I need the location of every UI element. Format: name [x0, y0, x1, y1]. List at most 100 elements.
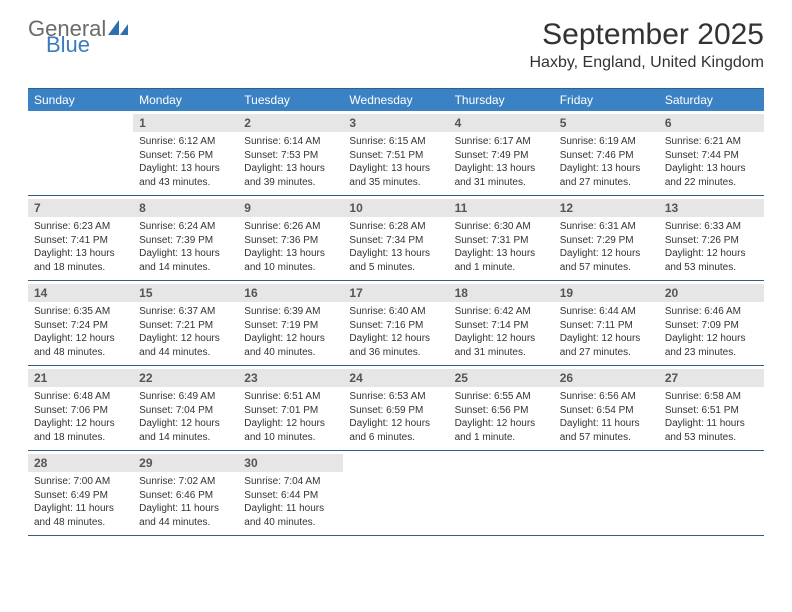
- day-cell: 26Sunrise: 6:56 AMSunset: 6:54 PMDayligh…: [554, 366, 659, 450]
- day-sunset: Sunset: 7:14 PM: [455, 319, 548, 333]
- title-block: September 2025 Haxby, England, United Ki…: [529, 18, 764, 72]
- day-number: 13: [659, 199, 764, 217]
- day-sunset: Sunset: 7:19 PM: [244, 319, 337, 333]
- day-daylight: Daylight: 12 hours and 31 minutes.: [455, 332, 548, 359]
- day-number: 29: [133, 454, 238, 472]
- day-cell: 22Sunrise: 6:49 AMSunset: 7:04 PMDayligh…: [133, 366, 238, 450]
- day-number: 11: [449, 199, 554, 217]
- day-cell: [343, 451, 448, 535]
- day-cell: 11Sunrise: 6:30 AMSunset: 7:31 PMDayligh…: [449, 196, 554, 280]
- day-sunrise: Sunrise: 6:35 AM: [34, 305, 127, 319]
- day-sunrise: Sunrise: 6:26 AM: [244, 220, 337, 234]
- day-number: 5: [554, 114, 659, 132]
- day-cell: 17Sunrise: 6:40 AMSunset: 7:16 PMDayligh…: [343, 281, 448, 365]
- day-number: 23: [238, 369, 343, 387]
- day-cell: 14Sunrise: 6:35 AMSunset: 7:24 PMDayligh…: [28, 281, 133, 365]
- day-number: 26: [554, 369, 659, 387]
- day-sunrise: Sunrise: 6:49 AM: [139, 390, 232, 404]
- week-row: 14Sunrise: 6:35 AMSunset: 7:24 PMDayligh…: [28, 281, 764, 366]
- day-sunset: Sunset: 7:34 PM: [349, 234, 442, 248]
- day-cell: [659, 451, 764, 535]
- day-cell: 19Sunrise: 6:44 AMSunset: 7:11 PMDayligh…: [554, 281, 659, 365]
- day-sunrise: Sunrise: 6:46 AM: [665, 305, 758, 319]
- day-sunrise: Sunrise: 6:23 AM: [34, 220, 127, 234]
- day-cell: 5Sunrise: 6:19 AMSunset: 7:46 PMDaylight…: [554, 111, 659, 195]
- day-daylight: Daylight: 13 hours and 10 minutes.: [244, 247, 337, 274]
- day-sunset: Sunset: 7:41 PM: [34, 234, 127, 248]
- day-daylight: Daylight: 12 hours and 40 minutes.: [244, 332, 337, 359]
- week-row: 21Sunrise: 6:48 AMSunset: 7:06 PMDayligh…: [28, 366, 764, 451]
- day-daylight: Daylight: 13 hours and 18 minutes.: [34, 247, 127, 274]
- day-number: 10: [343, 199, 448, 217]
- day-daylight: Daylight: 13 hours and 14 minutes.: [139, 247, 232, 274]
- dow-wednesday: Wednesday: [343, 89, 448, 111]
- day-daylight: Daylight: 13 hours and 43 minutes.: [139, 162, 232, 189]
- day-number: 9: [238, 199, 343, 217]
- day-sunrise: Sunrise: 6:53 AM: [349, 390, 442, 404]
- day-sunset: Sunset: 7:56 PM: [139, 149, 232, 163]
- day-cell: 21Sunrise: 6:48 AMSunset: 7:06 PMDayligh…: [28, 366, 133, 450]
- day-sunrise: Sunrise: 6:51 AM: [244, 390, 337, 404]
- day-number: 15: [133, 284, 238, 302]
- day-daylight: Daylight: 11 hours and 53 minutes.: [665, 417, 758, 444]
- day-sunset: Sunset: 7:53 PM: [244, 149, 337, 163]
- day-daylight: Daylight: 12 hours and 6 minutes.: [349, 417, 442, 444]
- day-sunrise: Sunrise: 6:48 AM: [34, 390, 127, 404]
- day-number: 7: [28, 199, 133, 217]
- day-sunset: Sunset: 6:59 PM: [349, 404, 442, 418]
- day-number: 8: [133, 199, 238, 217]
- day-sunrise: Sunrise: 6:24 AM: [139, 220, 232, 234]
- weeks-container: 1Sunrise: 6:12 AMSunset: 7:56 PMDaylight…: [28, 111, 764, 536]
- day-daylight: Daylight: 13 hours and 1 minute.: [455, 247, 548, 274]
- day-cell: 2Sunrise: 6:14 AMSunset: 7:53 PMDaylight…: [238, 111, 343, 195]
- day-number: 12: [554, 199, 659, 217]
- day-daylight: Daylight: 12 hours and 10 minutes.: [244, 417, 337, 444]
- day-daylight: Daylight: 11 hours and 57 minutes.: [560, 417, 653, 444]
- header: General Blue September 2025 Haxby, Engla…: [0, 0, 792, 80]
- day-cell: 6Sunrise: 6:21 AMSunset: 7:44 PMDaylight…: [659, 111, 764, 195]
- week-row: 28Sunrise: 7:00 AMSunset: 6:49 PMDayligh…: [28, 451, 764, 536]
- day-sunrise: Sunrise: 6:17 AM: [455, 135, 548, 149]
- day-daylight: Daylight: 13 hours and 31 minutes.: [455, 162, 548, 189]
- week-row: 7Sunrise: 6:23 AMSunset: 7:41 PMDaylight…: [28, 196, 764, 281]
- day-daylight: Daylight: 12 hours and 57 minutes.: [560, 247, 653, 274]
- day-number: 2: [238, 114, 343, 132]
- day-sunset: Sunset: 7:01 PM: [244, 404, 337, 418]
- day-sunrise: Sunrise: 6:21 AM: [665, 135, 758, 149]
- day-cell: 27Sunrise: 6:58 AMSunset: 6:51 PMDayligh…: [659, 366, 764, 450]
- day-number: 3: [343, 114, 448, 132]
- day-cell: 16Sunrise: 6:39 AMSunset: 7:19 PMDayligh…: [238, 281, 343, 365]
- day-sunset: Sunset: 7:09 PM: [665, 319, 758, 333]
- day-sunrise: Sunrise: 6:56 AM: [560, 390, 653, 404]
- location-text: Haxby, England, United Kingdom: [529, 54, 764, 72]
- day-cell: [554, 451, 659, 535]
- week-row: 1Sunrise: 6:12 AMSunset: 7:56 PMDaylight…: [28, 111, 764, 196]
- day-daylight: Daylight: 12 hours and 53 minutes.: [665, 247, 758, 274]
- day-number: 4: [449, 114, 554, 132]
- day-sunset: Sunset: 7:06 PM: [34, 404, 127, 418]
- dow-friday: Friday: [554, 89, 659, 111]
- day-sunrise: Sunrise: 6:14 AM: [244, 135, 337, 149]
- day-sunrise: Sunrise: 6:12 AM: [139, 135, 232, 149]
- day-sunrise: Sunrise: 6:19 AM: [560, 135, 653, 149]
- day-sunrise: Sunrise: 6:55 AM: [455, 390, 548, 404]
- day-sunrise: Sunrise: 6:37 AM: [139, 305, 232, 319]
- day-daylight: Daylight: 12 hours and 23 minutes.: [665, 332, 758, 359]
- day-sunset: Sunset: 6:51 PM: [665, 404, 758, 418]
- day-daylight: Daylight: 13 hours and 27 minutes.: [560, 162, 653, 189]
- day-sunset: Sunset: 7:04 PM: [139, 404, 232, 418]
- day-sunrise: Sunrise: 6:15 AM: [349, 135, 442, 149]
- month-title: September 2025: [529, 18, 764, 52]
- day-sunset: Sunset: 7:11 PM: [560, 319, 653, 333]
- day-cell: 3Sunrise: 6:15 AMSunset: 7:51 PMDaylight…: [343, 111, 448, 195]
- day-sunset: Sunset: 6:49 PM: [34, 489, 127, 503]
- day-sunrise: Sunrise: 7:02 AM: [139, 475, 232, 489]
- day-daylight: Daylight: 12 hours and 48 minutes.: [34, 332, 127, 359]
- day-cell: 20Sunrise: 6:46 AMSunset: 7:09 PMDayligh…: [659, 281, 764, 365]
- day-sunset: Sunset: 7:51 PM: [349, 149, 442, 163]
- day-sunrise: Sunrise: 6:33 AM: [665, 220, 758, 234]
- day-cell: 28Sunrise: 7:00 AMSunset: 6:49 PMDayligh…: [28, 451, 133, 535]
- day-cell: 7 Sunrise: 6:23 AMSunset: 7:41 PMDaylight…: [28, 196, 133, 280]
- day-daylight: Daylight: 12 hours and 18 minutes.: [34, 417, 127, 444]
- brand-word2: Blue: [46, 35, 130, 55]
